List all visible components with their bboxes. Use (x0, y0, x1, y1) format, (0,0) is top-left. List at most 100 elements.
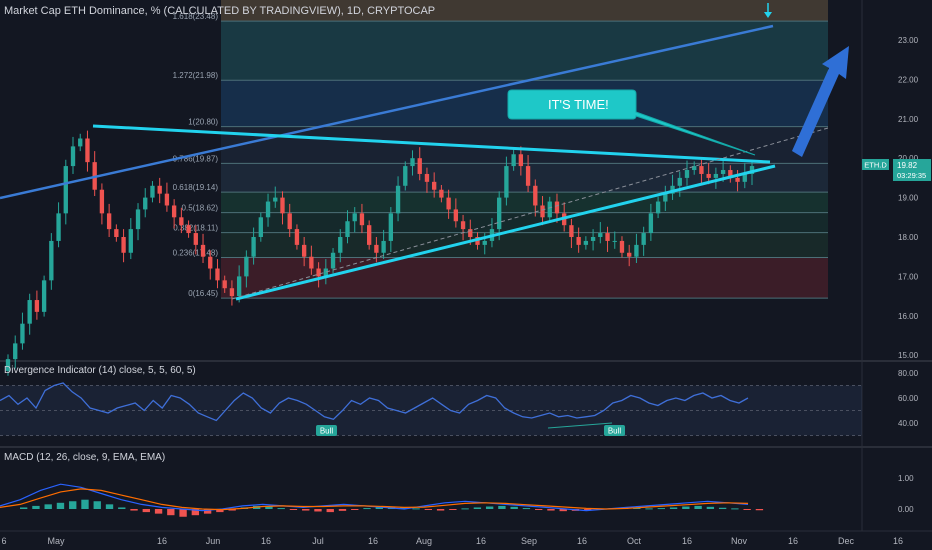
time-tick-label: Jul (312, 536, 324, 546)
macd-histogram-bar (338, 509, 347, 511)
fib-band (221, 126, 828, 164)
candle-body (533, 185, 538, 206)
macd-histogram-bar (154, 509, 163, 514)
candle-body (518, 154, 524, 167)
candle-body (684, 170, 690, 178)
candle-body (309, 256, 314, 269)
candle-body (497, 197, 502, 230)
upper-trendline (92, 124, 771, 164)
candle-body (432, 181, 437, 190)
candle-body (655, 201, 661, 214)
candle-body (106, 213, 112, 230)
callout-bubble (507, 89, 756, 156)
fib-band (221, 212, 828, 233)
candle-body (482, 240, 487, 245)
candle-body (128, 229, 133, 253)
candle-body (179, 217, 184, 226)
time-tick-label: Sep (521, 536, 537, 546)
candle-body (547, 201, 552, 218)
macd-histogram-bar (461, 508, 469, 510)
chart-title: Market Cap ETH Dominance, % (CALCULATED … (4, 5, 436, 17)
macd-histogram-bar (265, 506, 273, 509)
macd-histogram-bar (633, 507, 641, 509)
macd-tick-label: 0.00 (898, 505, 914, 514)
candle-body (576, 237, 581, 245)
price-tick-label: 16.00 (898, 312, 919, 321)
candle-body (670, 185, 675, 194)
time-tick-label: Nov (731, 536, 748, 546)
callout-text: IT'S TIME! (548, 97, 609, 112)
macd-histogram-bar (706, 506, 715, 509)
candle-body (287, 213, 292, 230)
candle-body (280, 197, 285, 214)
candle-body (157, 185, 162, 194)
candle-body (612, 240, 617, 242)
bull-badge (604, 425, 625, 436)
candle-body (229, 288, 235, 297)
macd-tick-label: 1.00 (898, 474, 914, 483)
candle-body (605, 233, 610, 241)
fib-level-label: 1(20.80) (188, 118, 218, 127)
dashed-trendline (231, 127, 829, 300)
symbol-badge (862, 159, 889, 170)
time-tick-label: 16 (577, 536, 587, 546)
macd-histogram-bar (694, 505, 702, 509)
candle-body (27, 300, 32, 324)
time-tick-label: 16 (157, 536, 167, 546)
fib-level-label: 0.618(19.14) (173, 183, 219, 192)
candle-body (511, 154, 516, 167)
candle-body (273, 197, 278, 202)
time-tick-label: 16 (368, 536, 378, 546)
candle-body (460, 221, 466, 230)
macd-histogram-bar (731, 508, 739, 510)
macd-histogram-bar (412, 508, 420, 510)
fib-band (221, 0, 828, 22)
candle-body (143, 197, 148, 210)
candle-body (251, 237, 256, 257)
time-tick-label: 16 (788, 536, 798, 546)
candle-body (569, 225, 574, 237)
price-value: 19.82 (897, 161, 918, 170)
price-tick-label: 19.00 (898, 194, 919, 203)
candle-body (41, 280, 47, 312)
fib-level-label: 1.272(21.98) (173, 71, 219, 80)
macd-histogram-bar (645, 508, 653, 510)
time-tick-label: 16 (682, 536, 692, 546)
candle-body (20, 323, 25, 344)
macd-histogram-bar (682, 506, 690, 509)
candle-body (446, 197, 451, 210)
candle-body (150, 185, 155, 198)
candle-body (619, 240, 625, 253)
fib-level-label: 0.5(18.62) (182, 204, 219, 213)
candle-body (439, 189, 444, 198)
candle-body (193, 233, 198, 245)
macd-histogram-bar (473, 507, 482, 509)
macd-histogram-bar (547, 509, 555, 511)
macd-histogram-bar (424, 509, 433, 510)
candle-body (713, 173, 719, 178)
lower-trendline (235, 164, 776, 301)
macd-histogram-bar (351, 509, 359, 510)
macd-histogram-bar (314, 509, 322, 512)
fib-band (221, 232, 828, 258)
macd-histogram-bar (669, 507, 678, 509)
candle-body (13, 343, 18, 360)
macd-histogram-bar (510, 506, 518, 509)
macd-histogram-bar (228, 509, 236, 511)
time-tick-label: Jun (206, 536, 221, 546)
divergence-trend (547, 422, 613, 429)
candle-body (265, 201, 271, 218)
candle-body (648, 213, 654, 234)
candle-body (63, 166, 68, 214)
candle-body (258, 217, 263, 237)
macd-histogram-bar (167, 509, 175, 516)
price-tick-label: 21.00 (898, 115, 919, 124)
signal-line (0, 488, 749, 511)
candle-body (403, 166, 408, 186)
macd-histogram-bar (289, 509, 298, 510)
price-badge (893, 159, 931, 181)
fib-band (221, 192, 828, 213)
macd-histogram-bar (326, 509, 334, 513)
macd-histogram-bar (522, 508, 531, 510)
